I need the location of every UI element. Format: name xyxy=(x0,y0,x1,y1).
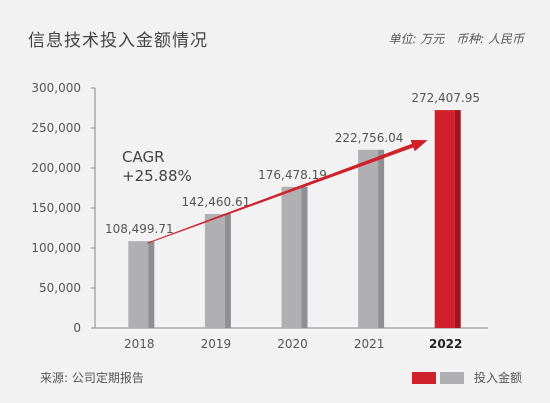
y-tick-label: 250,000 xyxy=(31,121,81,135)
bar xyxy=(434,110,455,328)
y-tick-label: 0 xyxy=(73,321,81,335)
bar-value-label: 142,460.61 xyxy=(182,195,251,209)
y-tick-label: 300,000 xyxy=(31,81,81,95)
bar-shade xyxy=(454,110,461,328)
bar-value-label: 176,478.19 xyxy=(258,168,327,182)
bar-shade xyxy=(224,214,231,328)
legend-swatch-red xyxy=(411,371,436,384)
y-tick-label: 200,000 xyxy=(31,161,81,175)
y-tick-label: 100,000 xyxy=(31,241,81,255)
arrow-head xyxy=(410,139,428,152)
source-note: 来源: 公司定期报告 xyxy=(40,371,144,385)
bar-shade xyxy=(148,241,155,328)
unit-info: 单位: 万元 币种: 人民币 xyxy=(380,30,524,47)
legend: 投入金额 xyxy=(411,369,522,386)
y-tick-label: 50,000 xyxy=(39,281,81,295)
unit-label: 单位: 万元 xyxy=(388,32,445,46)
bar-shade xyxy=(301,186,308,328)
cagr-label: CAGR xyxy=(122,148,165,166)
bar-value-label: 108,499.71 xyxy=(105,222,174,236)
bar-value-label: 222,756.04 xyxy=(335,131,404,145)
x-tick-label: 2021 xyxy=(354,337,385,351)
cagr-value: +25.88% xyxy=(122,167,192,185)
x-tick-label: 2019 xyxy=(201,337,232,351)
bar xyxy=(281,186,302,328)
legend-swatch-gray xyxy=(439,371,464,384)
bar xyxy=(358,149,379,328)
bar xyxy=(204,214,225,328)
bar xyxy=(128,241,149,328)
growth-arrow xyxy=(147,139,428,244)
x-tick-label: 2020 xyxy=(277,337,308,351)
chart-title: 信息技术投入金额情况 xyxy=(28,31,208,51)
currency-label: 币种: 人民币 xyxy=(456,32,524,46)
x-tick-label: 2018 xyxy=(124,337,155,351)
bar-value-label: 272,407.95 xyxy=(411,91,480,105)
y-tick-label: 150,000 xyxy=(31,201,81,215)
x-tick-label: 2022 xyxy=(429,337,462,351)
arrow-shaft xyxy=(147,143,416,244)
legend-label: 投入金额 xyxy=(473,371,522,385)
bar-shade xyxy=(378,149,385,328)
